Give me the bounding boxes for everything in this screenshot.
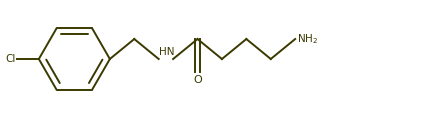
Text: HN: HN xyxy=(159,47,174,57)
Text: Cl: Cl xyxy=(5,54,16,64)
Text: NH$_2$: NH$_2$ xyxy=(297,32,318,46)
Text: O: O xyxy=(193,75,201,85)
